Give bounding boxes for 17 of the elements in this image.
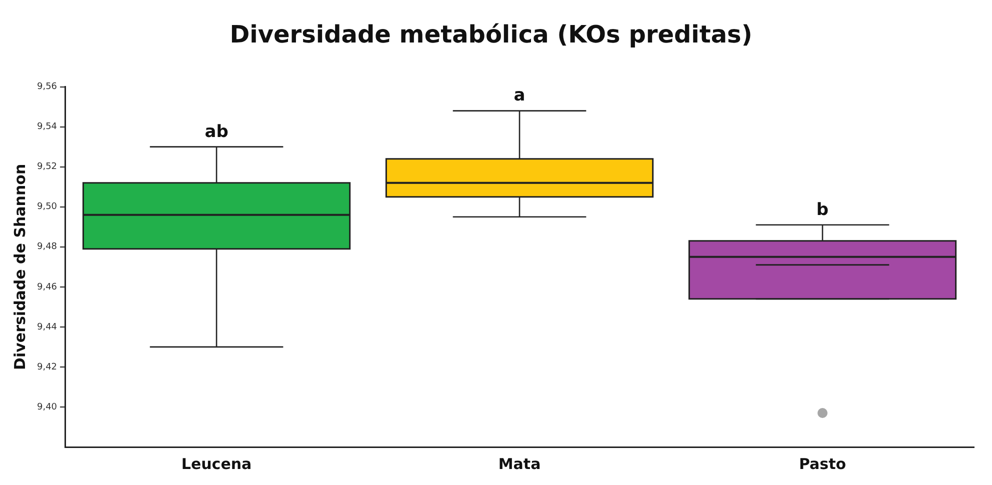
y-tick-label: 9,44 (36, 322, 58, 332)
x-tick-label: Mata (498, 454, 541, 473)
y-tick-label: 9,50 (36, 202, 58, 212)
annotation: a (514, 86, 526, 106)
y-tick-label: 9,52 (36, 162, 58, 172)
x-tick-label: Leucena (181, 454, 252, 473)
y-axis-title: Diversidade de Shannon (10, 164, 29, 370)
y-tick-label: 9,54 (36, 122, 58, 132)
x-tick-label: Pasto (798, 454, 846, 473)
y-tick-label: 9,42 (36, 362, 58, 372)
y-tick-label: 9,46 (36, 282, 58, 292)
y-tick-label: 9,56 (36, 82, 58, 92)
y-tick-label: 9,40 (36, 402, 58, 412)
annotation: b (816, 200, 829, 220)
chart-title: Diversidade metabólica (KOs preditas) (230, 20, 752, 49)
y-tick-label: 9,48 (36, 242, 58, 252)
annotation: ab (204, 122, 228, 142)
